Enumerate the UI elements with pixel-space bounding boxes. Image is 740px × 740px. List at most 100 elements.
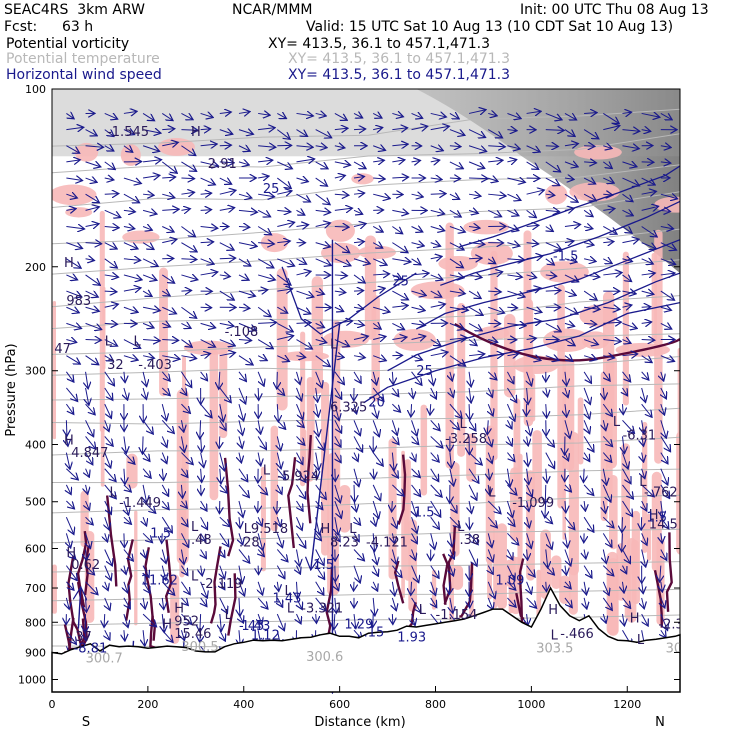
x-tick-label: 400 (233, 698, 254, 711)
wind-vector (507, 532, 518, 544)
wind-vector (315, 323, 324, 327)
wind-vector (488, 565, 492, 574)
wind-vector (603, 549, 606, 562)
wind-vector (411, 581, 412, 595)
wind-vector (373, 337, 385, 340)
wind-vector (641, 613, 648, 625)
wind-vector (181, 356, 195, 359)
wind-vector (527, 387, 528, 404)
wind-vector (488, 209, 500, 216)
wind-vector (603, 226, 616, 233)
wind-vector (584, 597, 586, 608)
wind-vector (469, 597, 470, 607)
wind-vector (238, 371, 246, 381)
wind-vector (296, 436, 304, 444)
wind-vector (315, 146, 326, 148)
wind-vector (622, 259, 631, 262)
wind-vector (431, 533, 435, 548)
pv-negative-streak (311, 276, 323, 394)
wind-vector (277, 161, 291, 168)
wind-vector (277, 452, 281, 468)
wind-vector (66, 452, 69, 469)
wind-vector (391, 565, 401, 577)
wind-vector (527, 420, 531, 435)
wind-vector (334, 194, 348, 195)
wind-vector (488, 452, 492, 463)
wind-vector (564, 193, 577, 202)
pv-label: 2.91 (208, 157, 237, 172)
wind-vector (142, 113, 154, 120)
wind-vector (277, 307, 287, 312)
wind-vector (545, 177, 559, 185)
wind-vector (277, 129, 289, 139)
wind-vector (181, 113, 192, 119)
y-tick-label: 300 (25, 365, 46, 378)
wind-vector (506, 403, 514, 420)
wind-vector (468, 129, 485, 138)
wind-speed-label: 1.43 (273, 591, 302, 606)
wind-vector (277, 322, 292, 331)
wind-vector (276, 613, 284, 630)
wind-vector (622, 404, 623, 414)
wind-vector (430, 126, 449, 129)
wind-vector (622, 291, 635, 294)
wind-vector (142, 291, 151, 296)
wind-vector (142, 275, 156, 280)
wind-vector (488, 436, 491, 445)
wind-vector (622, 226, 631, 232)
pv-label: L (460, 417, 468, 432)
wind-vector (104, 304, 118, 307)
wind-vector (66, 436, 67, 445)
pv-label: L (457, 520, 465, 535)
wind-vector (583, 193, 595, 200)
wind-vector (334, 321, 352, 323)
pv-label: -5.924 (277, 469, 319, 484)
pv-label: H (174, 602, 184, 617)
wind-vector (181, 192, 193, 194)
wind-vector (258, 452, 260, 465)
wind-vector (430, 291, 441, 297)
wind-vector (354, 533, 359, 541)
wind-vector (449, 146, 460, 147)
wind-vector (353, 177, 363, 178)
wind-vector (602, 597, 611, 610)
pv-negative-blob (322, 330, 369, 348)
wind-vector (660, 162, 670, 163)
field-theta-xy: XY= 413.5, 36.1 to 457.1,471.3 (288, 51, 511, 67)
wind-vector (526, 307, 541, 312)
wind-vector (105, 420, 109, 430)
wind-vector (143, 436, 144, 453)
wind-vector (372, 226, 382, 231)
wind-vector (468, 533, 478, 544)
wind-vector (469, 387, 471, 402)
theta-contour (52, 133, 680, 174)
wind-speed-label: 1.5 (150, 527, 171, 542)
wind-vector (506, 371, 513, 383)
wind-vector (277, 356, 288, 361)
wind-vector (487, 371, 496, 379)
theta-contour (52, 259, 680, 308)
wind-speed-label: 1.43 (241, 619, 270, 634)
wind-vector (411, 336, 425, 339)
wind-vector (564, 340, 574, 346)
wind-vector (546, 404, 547, 417)
wind-vector (239, 404, 243, 420)
wind-vector (430, 516, 439, 528)
wind-vector (449, 275, 463, 278)
wind-vector (66, 355, 79, 364)
wind-vector (258, 194, 273, 196)
wind-vector (257, 306, 270, 316)
wind-vector (123, 275, 141, 280)
field-theta-name: Potential temperature (6, 51, 160, 67)
wind-vector (430, 500, 440, 516)
wind-vector (602, 436, 612, 445)
wind-vector (181, 598, 187, 605)
wind-vector (315, 371, 322, 387)
pv-label: -.108 (225, 325, 259, 340)
wind-vector (66, 275, 76, 280)
wind-vector (104, 565, 111, 580)
wind-vector (65, 565, 76, 580)
wind-vector (584, 323, 596, 324)
wind-vector (161, 113, 172, 120)
wind-vector (412, 387, 414, 398)
